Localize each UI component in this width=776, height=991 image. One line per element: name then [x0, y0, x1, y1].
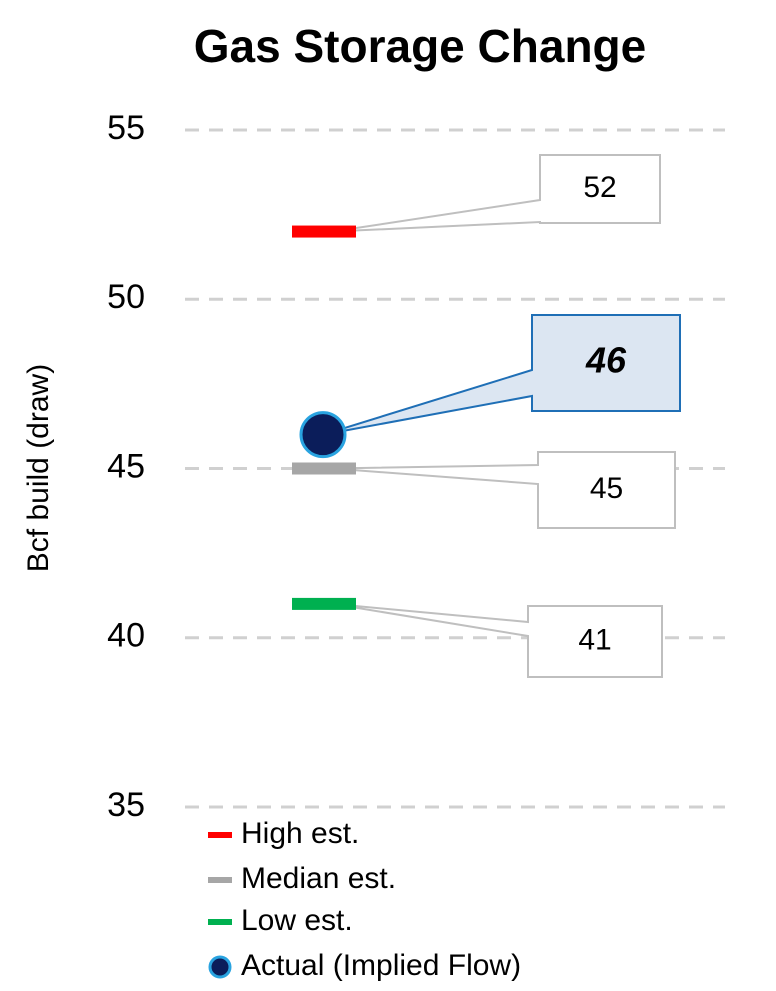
y-tick-label: 35: [107, 786, 145, 824]
legend-label: Median est.: [241, 862, 396, 895]
estimate-marker: [292, 225, 356, 238]
chart-title: Gas Storage Change: [194, 20, 646, 72]
data-label: 45: [590, 472, 623, 505]
y-tick-label: 45: [107, 447, 145, 485]
callout: [332, 451, 676, 529]
estimate-marker: [292, 597, 356, 610]
y-tick-label: 55: [107, 109, 145, 147]
legend-label: High est.: [241, 817, 359, 850]
y-tick-label: 50: [107, 278, 145, 316]
actual-marker: [299, 411, 347, 459]
legend-label: Actual (Implied Flow): [241, 949, 521, 982]
callout: [332, 602, 663, 678]
y-axis-label: Bcf build (draw): [22, 364, 55, 572]
data-label: 41: [578, 623, 611, 656]
legend-key: [208, 919, 232, 925]
y-tick-label: 40: [107, 617, 145, 655]
legend-key: [208, 832, 232, 838]
data-label: 52: [583, 171, 616, 204]
estimate-marker: [292, 462, 356, 475]
data-label: 46: [585, 340, 627, 381]
legend-key: [208, 877, 232, 883]
callout: [332, 154, 661, 233]
callout: [322, 314, 681, 436]
legend-key: [208, 955, 232, 979]
legend-label: Low est.: [241, 904, 353, 937]
